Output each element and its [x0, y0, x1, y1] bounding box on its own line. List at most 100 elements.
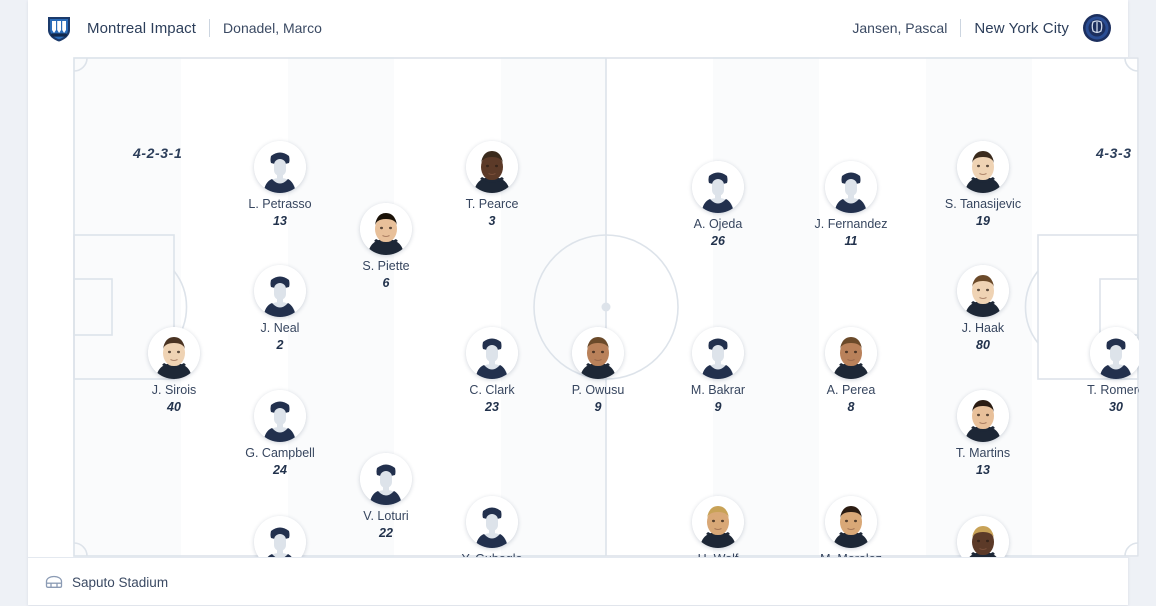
header-divider-right [960, 19, 962, 37]
player-avatar [254, 390, 306, 442]
player-avatar [148, 327, 200, 379]
player-number: 11 [844, 234, 858, 248]
home-team-name: Montreal Impact [87, 19, 197, 37]
pitch: 4-2-3-1 4-3-3 J. Sirois 40 L. Petrasso 13 J.… [73, 57, 1139, 557]
player-avatar [254, 516, 306, 557]
player-avatar [254, 141, 306, 193]
home-coach-name: Donadel, Marco [223, 20, 322, 36]
player-name: M. Bakrar [690, 383, 746, 397]
player-marker[interactable]: J. Haak 80 [929, 265, 1037, 352]
player-name: S. Tanasijevic [944, 197, 1022, 211]
player-marker[interactable]: V. Loturi 22 [332, 453, 440, 540]
away-formation-label: 4-3-3 [1096, 145, 1132, 161]
player-number: 40 [167, 400, 181, 414]
player-name: T. Martins [955, 446, 1011, 460]
player-number: 13 [273, 214, 287, 228]
player-marker[interactable]: J. Fernandez 11 [797, 161, 905, 248]
pitch-markings [73, 57, 1139, 557]
match-footer: Saputo Stadium [28, 557, 1128, 606]
player-marker[interactable]: A. Perea 8 [797, 327, 905, 414]
player-marker[interactable]: T. Pearce 3 [438, 141, 546, 228]
stadium-icon [44, 572, 64, 592]
player-marker[interactable]: J. Neal 2 [226, 265, 334, 352]
pitch-stripe [1032, 57, 1139, 557]
player-number: 19 [976, 214, 990, 228]
player-avatar [466, 496, 518, 548]
away-team-header: Jansen, Pascal New York City [852, 13, 1112, 43]
player-avatar [692, 496, 744, 548]
player-avatar [957, 265, 1009, 317]
player-avatar [825, 496, 877, 548]
player-name: Y. Guboglo [438, 552, 546, 557]
player-marker[interactable]: G. Campbell 24 [226, 390, 334, 477]
player-name: G. Campbell [245, 446, 315, 460]
player-marker[interactable]: P. Owusu 9 [544, 327, 652, 414]
lineup-card: Montreal Impact Donadel, Marco Jansen, P… [28, 0, 1139, 606]
player-number: 22 [379, 526, 393, 540]
player-name: V. Loturi [363, 509, 409, 523]
player-marker[interactable]: L. Petrasso 13 [226, 141, 334, 228]
player-name: A. Ojeda [693, 217, 743, 231]
player-marker[interactable]: M. Moralez10 [797, 496, 905, 557]
player-marker[interactable]: T. Romero 30 [1062, 327, 1139, 414]
player-avatar [360, 453, 412, 505]
player-avatar [572, 327, 624, 379]
player-number: 13 [976, 463, 990, 477]
home-formation-label: 4-2-3-1 [133, 145, 183, 161]
player-avatar [692, 327, 744, 379]
player-avatar [466, 141, 518, 193]
player-name: T. Romero [1087, 383, 1139, 397]
player-name: J. Sirois [151, 383, 197, 397]
player-name: J. Fernandez [814, 217, 888, 231]
player-avatar [254, 265, 306, 317]
player-name: J. Haak [961, 321, 1005, 335]
player-marker[interactable]: C. Clark 23 [438, 327, 546, 414]
player-avatar [957, 141, 1009, 193]
player-avatar [957, 516, 1009, 557]
pitch-stripe [606, 57, 713, 557]
away-coach-name: Jansen, Pascal [852, 20, 948, 36]
pitch-stripe [394, 57, 501, 557]
player-number: 24 [273, 463, 287, 477]
player-name: L. Petrasso [248, 197, 312, 211]
player-marker[interactable]: Y. Guboglo39 [438, 496, 546, 557]
player-name: J. Neal [260, 321, 300, 335]
player-name: T. Pearce [465, 197, 519, 211]
player-marker[interactable]: S. Tanasijevic 19 [929, 141, 1037, 228]
player-name: H. Wolf [664, 552, 772, 557]
player-name: P. Owusu [571, 383, 625, 397]
player-avatar [825, 327, 877, 379]
player-number: 2 [276, 338, 284, 352]
player-avatar [692, 161, 744, 213]
player-marker[interactable]: A. Ojeda 26 [664, 161, 772, 248]
match-header: Montreal Impact Donadel, Marco Jansen, P… [28, 0, 1128, 56]
pitch-stripe [819, 57, 926, 557]
player-number: 9 [594, 400, 602, 414]
player-number: 9 [714, 400, 722, 414]
player-marker[interactable]: H. Wolf17 [664, 496, 772, 557]
away-team-name: New York City [974, 19, 1069, 37]
player-number: 8 [847, 400, 855, 414]
player-avatar [360, 203, 412, 255]
montreal-impact-badge [44, 13, 74, 43]
new-york-city-badge [1082, 13, 1112, 43]
player-name: M. Moralez [797, 552, 905, 557]
player-marker[interactable]: T. Martins 13 [929, 390, 1037, 477]
player-marker[interactable]: M. Bakrar 9 [664, 327, 772, 414]
player-name: C. Clark [469, 383, 515, 397]
player-marker[interactable]: J. Sirois 40 [120, 327, 228, 414]
player-avatar [957, 390, 1009, 442]
player-marker[interactable]: S. Piette 6 [332, 203, 440, 290]
header-divider-left [209, 19, 211, 37]
player-number: 26 [711, 234, 725, 248]
player-avatar [825, 161, 877, 213]
player-marker[interactable]: D. Bugaj27 [226, 516, 334, 557]
player-marker[interactable]: B. Risa5 [929, 516, 1037, 557]
player-number: 80 [976, 338, 990, 352]
home-team-header: Montreal Impact Donadel, Marco [44, 13, 322, 43]
player-number: 3 [488, 214, 496, 228]
player-avatar [1090, 327, 1139, 379]
stadium-name: Saputo Stadium [72, 574, 169, 590]
player-number: 30 [1109, 400, 1123, 414]
player-number: 23 [485, 400, 499, 414]
